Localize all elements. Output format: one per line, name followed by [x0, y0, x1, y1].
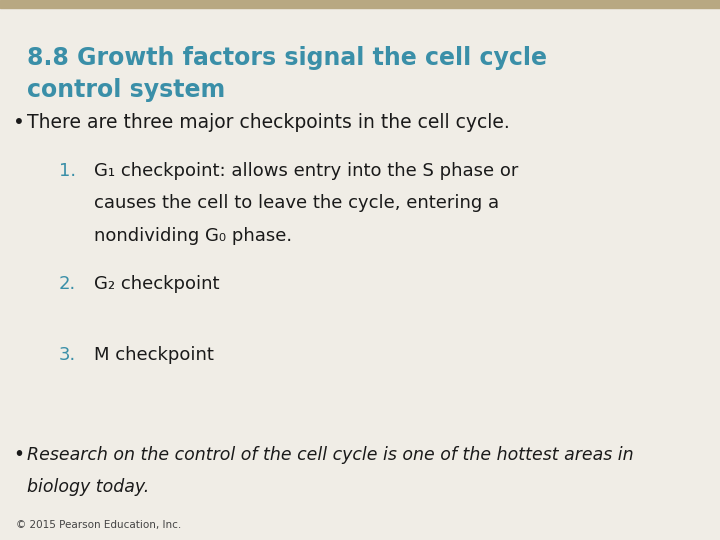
Text: nondividing G₀ phase.: nondividing G₀ phase.: [94, 227, 292, 245]
Text: 2.: 2.: [59, 275, 76, 293]
Text: 3.: 3.: [59, 346, 76, 363]
Text: •: •: [13, 446, 24, 464]
Text: •: •: [13, 113, 24, 132]
Text: 8.8 Growth factors signal the cell cycle: 8.8 Growth factors signal the cell cycle: [27, 46, 547, 70]
Text: G₂ checkpoint: G₂ checkpoint: [94, 275, 219, 293]
Text: © 2015 Pearson Education, Inc.: © 2015 Pearson Education, Inc.: [16, 520, 181, 530]
Text: There are three major checkpoints in the cell cycle.: There are three major checkpoints in the…: [27, 113, 510, 132]
Text: causes the cell to leave the cycle, entering a: causes the cell to leave the cycle, ente…: [94, 194, 499, 212]
Text: control system: control system: [27, 78, 225, 102]
Text: G₁ checkpoint: allows entry into the S phase or: G₁ checkpoint: allows entry into the S p…: [94, 162, 518, 180]
Text: Research on the control of the cell cycle is one of the hottest areas in: Research on the control of the cell cycl…: [27, 446, 634, 463]
Text: 1.: 1.: [59, 162, 76, 180]
Text: M checkpoint: M checkpoint: [94, 346, 213, 363]
Text: biology today.: biology today.: [27, 478, 150, 496]
Bar: [0, 0, 720, 8]
